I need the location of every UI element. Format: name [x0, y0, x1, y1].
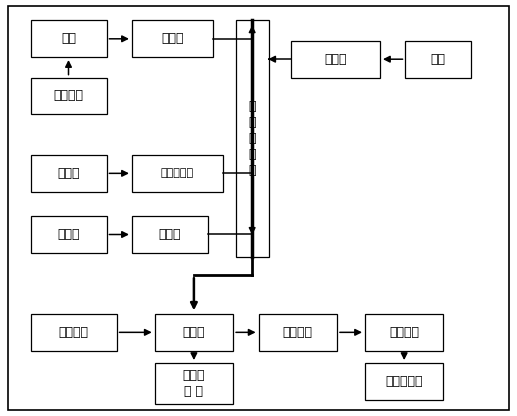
Bar	[258, 314, 337, 351]
Text: 水样泵: 水样泵	[161, 32, 184, 45]
Text: 数据处理: 数据处理	[389, 326, 419, 339]
Text: 磷酸泵: 磷酸泵	[159, 228, 181, 241]
Text: 空白溶液: 空白溶液	[53, 89, 84, 102]
Text: 荧光池: 荧光池	[183, 326, 205, 339]
Bar	[155, 314, 233, 351]
Bar	[31, 216, 107, 253]
Bar	[292, 41, 380, 77]
Text: 废液收
集 器: 废液收 集 器	[183, 369, 205, 398]
Text: 光电探测: 光电探测	[283, 326, 313, 339]
Bar	[31, 20, 107, 57]
Text: 硫酸: 硫酸	[431, 53, 446, 66]
Bar	[405, 41, 472, 77]
Bar	[236, 20, 269, 257]
Bar	[132, 216, 208, 253]
Text: 显示、存储: 显示、存储	[385, 375, 423, 388]
Bar	[31, 155, 107, 192]
Text: 三
通
进
样
阀: 三 通 进 样 阀	[248, 100, 256, 177]
Text: 络合剂: 络合剂	[57, 228, 80, 241]
Text: 激光光源: 激光光源	[58, 326, 88, 339]
Text: 络合剂: 络合剂	[57, 167, 80, 180]
Text: 硫酸泵: 硫酸泵	[325, 53, 347, 66]
Bar	[31, 77, 107, 114]
Text: 水样: 水样	[61, 32, 76, 45]
Bar	[132, 20, 213, 57]
Bar	[31, 314, 117, 351]
Text: 络合剂泵泵: 络合剂泵泵	[161, 168, 194, 178]
Bar	[365, 314, 444, 351]
Bar	[365, 363, 444, 400]
Bar	[132, 155, 223, 192]
Bar	[155, 363, 233, 404]
